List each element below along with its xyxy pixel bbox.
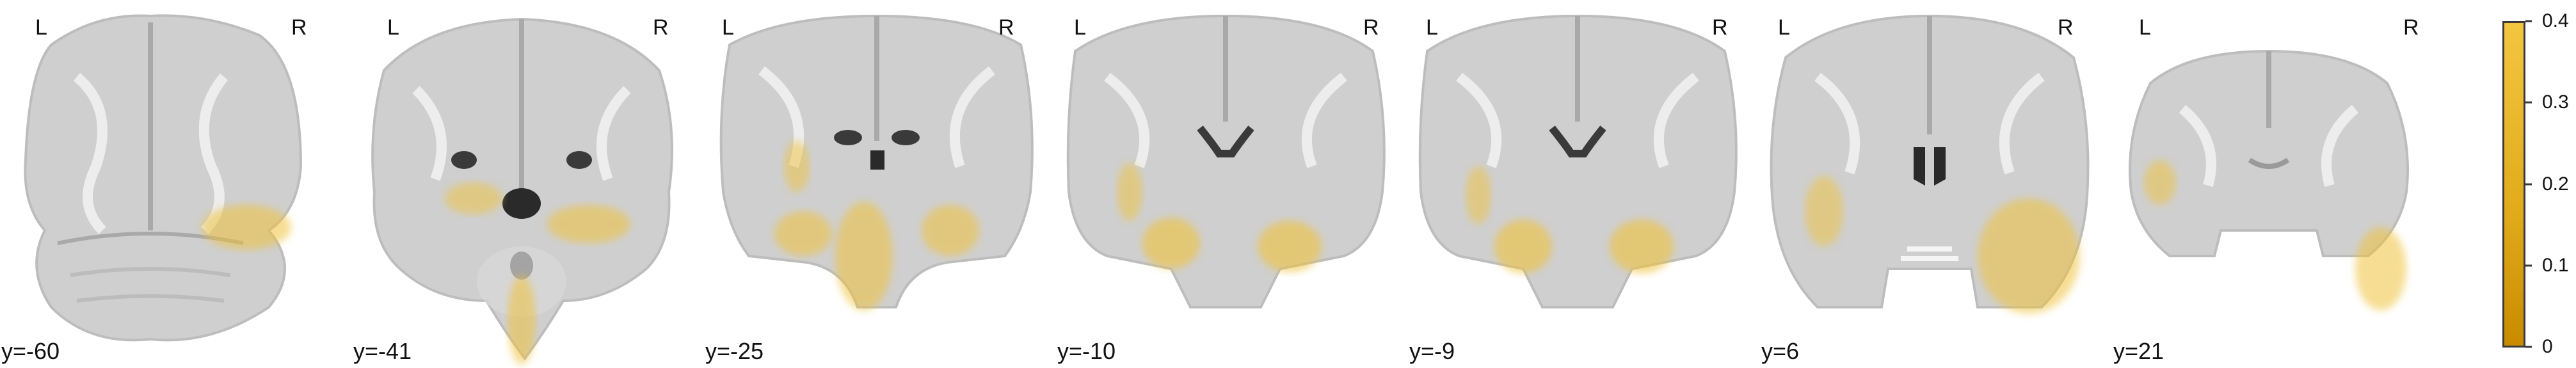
slice-coordinate-label: y=-25 <box>705 338 764 364</box>
brain-slice-image <box>24 14 303 342</box>
right-orientation-label: R <box>2403 15 2419 40</box>
slice-coordinate-label: y=-41 <box>353 338 412 364</box>
colorbar-tick-label: 0.4 <box>2542 10 2569 31</box>
right-orientation-label: R <box>1363 15 1379 40</box>
colorbar-tick-label: 0 <box>2542 336 2553 357</box>
slice-coordinate-label: y=21 <box>2113 338 2164 364</box>
left-orientation-label: L <box>387 15 399 40</box>
slice-coordinate-label: y=-10 <box>1057 338 1116 364</box>
colorbar-tick-mark <box>2525 183 2532 186</box>
colorbar: 0.4 0.3 0.2 0.1 0 <box>2483 0 2576 368</box>
left-orientation-label: L <box>35 15 47 40</box>
left-orientation-label: L <box>1778 15 1790 40</box>
brain-slice-panel: L R y=-25 <box>704 0 1050 368</box>
colorbar-tick-mark <box>2525 101 2532 104</box>
brain-slice-image <box>1418 14 1738 308</box>
brain-slice-image <box>371 17 673 365</box>
right-orientation-label: R <box>998 15 1014 40</box>
brain-slice-image <box>719 14 1034 310</box>
brain-slice-image <box>1770 14 2090 314</box>
brain-slice-image <box>2129 49 2409 310</box>
slice-coordinate-label: y=6 <box>1761 338 1800 364</box>
left-orientation-label: L <box>2139 15 2151 40</box>
right-orientation-label: R <box>653 15 669 40</box>
slice-coordinate-label: y=-60 <box>1 338 60 364</box>
brain-slice-image <box>1066 14 1386 308</box>
brain-slice-panel: L R y=21 <box>2112 0 2458 368</box>
right-orientation-label: R <box>1712 15 1728 40</box>
slice-coordinate-label: y=-9 <box>1409 338 1455 364</box>
brain-slice-panel: L R y=-10 <box>1056 0 1402 368</box>
brain-slice-panel: L R y=6 <box>1760 0 2106 368</box>
colorbar-tick-mark <box>2525 20 2532 22</box>
left-orientation-label: L <box>722 15 734 40</box>
left-orientation-label: L <box>1426 15 1438 40</box>
colorbar-gradient <box>2502 21 2525 348</box>
colorbar-tick-label: 0.3 <box>2542 92 2569 113</box>
right-orientation-label: R <box>2058 15 2074 40</box>
brain-slice-panel: L R y=-9 <box>1408 0 1754 368</box>
right-orientation-label: R <box>291 15 307 40</box>
colorbar-tick-label: 0.2 <box>2542 173 2569 195</box>
colorbar-tick-mark <box>2525 264 2532 267</box>
colorbar-tick-label: 0.1 <box>2542 255 2569 276</box>
brain-slice-panel: L R y=-41 <box>352 0 698 368</box>
brain-slice-panel: L R y=-60 <box>0 0 346 368</box>
colorbar-tick-mark <box>2525 346 2532 348</box>
left-orientation-label: L <box>1074 15 1086 40</box>
